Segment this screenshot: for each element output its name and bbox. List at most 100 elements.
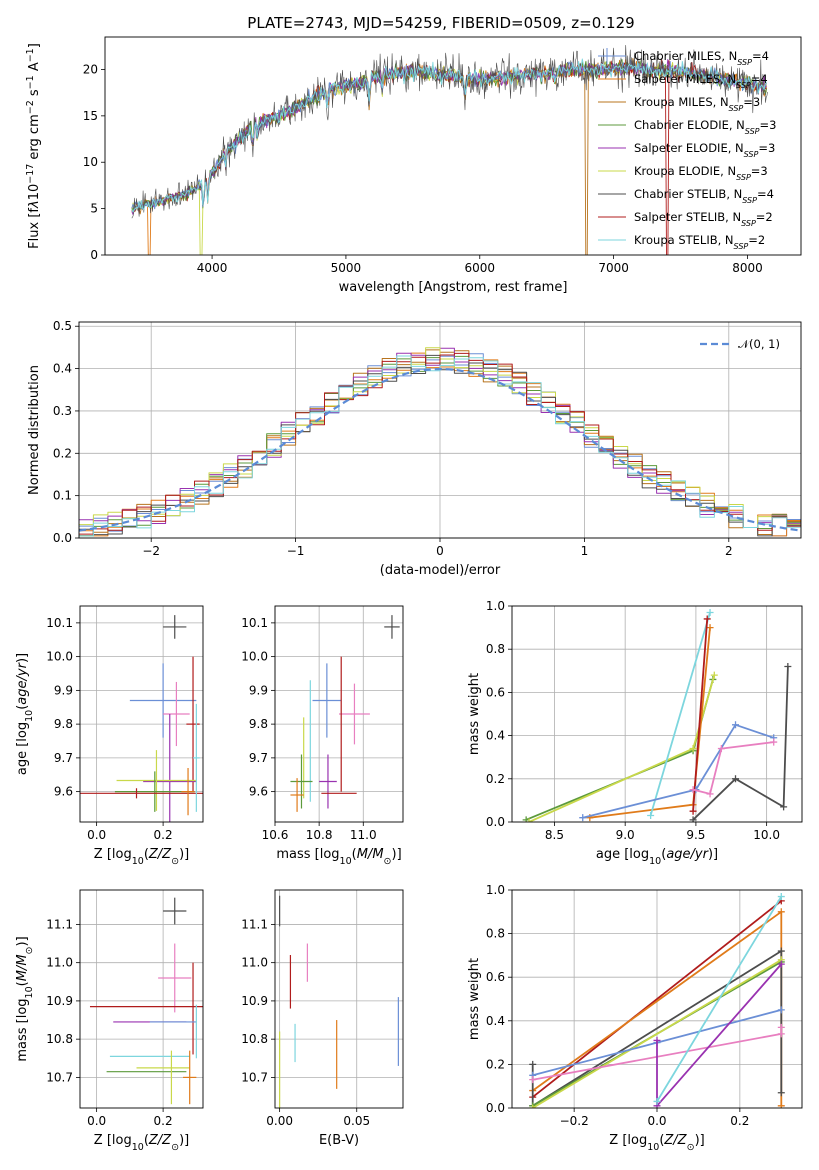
plot-area [522, 608, 792, 822]
weight-marker [784, 662, 792, 670]
y-tick-label: 15 [83, 109, 98, 123]
y-tick-label: 9.9 [54, 683, 73, 697]
legend-label: Salpeter STELIB, NSSP=2 [634, 210, 773, 228]
y-axis-label: age [log10(age/yr)] [15, 653, 35, 775]
y-tick-label: 10.0 [46, 650, 73, 664]
x-axis-label: mass [log10(M/M⊙)] [276, 847, 401, 867]
spectrum-line [131, 58, 767, 213]
y-tick-label: 10.0 [241, 650, 268, 664]
axes-frame [274, 605, 404, 823]
plot-area [131, 45, 768, 255]
y-tick-label: 0.2 [486, 1057, 505, 1071]
x-tick-label: 0 [436, 544, 444, 558]
weight-marker [717, 745, 725, 753]
plot-area [89, 897, 203, 1105]
x-axis-label: age [log10(age/yr)] [596, 847, 718, 867]
y-tick-label: 11.0 [241, 956, 268, 970]
legend-label: Salpeter ELODIE, NSSP=3 [634, 141, 775, 159]
y-tick-label: 10.7 [241, 1070, 268, 1084]
y-tick-label: 11.1 [241, 917, 268, 931]
weight-marker [703, 615, 711, 623]
plot-mass-vs-Z: 0.0 0.2 10.7 10.8 10.9 11.0 11.1 Z [log10(Z/Z⊙)… [15, 889, 204, 1153]
x-axis-label: Z [log10(Z/Z⊙)] [94, 847, 189, 867]
x-tick-label: −1 [287, 544, 305, 558]
weight-marker [689, 786, 697, 794]
weight-line [528, 674, 716, 822]
y-axis-label: mass weight [467, 958, 482, 1040]
legend-label: Chabrier MILES, NSSP=4 [634, 49, 769, 67]
normal-curve [79, 367, 799, 532]
y-tick-label: 0.8 [486, 642, 505, 656]
y-tick-label: 5 [90, 202, 98, 216]
y-tick-label: 11.0 [46, 956, 73, 970]
y-tick-label: 0.2 [486, 772, 505, 786]
weight-line [531, 950, 783, 1107]
figure-title: PLATE=2743, MJD=54259, FIBERID=0509, z=0… [247, 14, 634, 32]
weight-line [692, 618, 709, 812]
weight-marker [529, 1060, 537, 1068]
y-tick-label: 0.6 [486, 685, 505, 699]
weight-marker [689, 745, 697, 753]
x-tick-label: 6000 [464, 261, 495, 275]
y-tick-label: 0.6 [486, 970, 505, 984]
y-tick-label: 1.0 [486, 883, 505, 897]
axes-frame [79, 605, 204, 823]
y-tick-label: 0.8 [486, 927, 505, 941]
weight-marker [777, 947, 785, 955]
x-tick-label: 0.05 [343, 1114, 370, 1128]
weight-line [532, 959, 782, 1108]
x-tick-label: −0.2 [560, 1114, 589, 1128]
y-tick-label: 0.2 [53, 446, 72, 460]
y-tick-label: 10.9 [46, 994, 73, 1008]
axes-frame [104, 36, 802, 256]
y-axis-label: Flux [fλ10−17 erg cm−2 s−1 A−1] [25, 43, 43, 249]
weight-marker [689, 807, 697, 815]
x-axis-label: E(B-V) [319, 1133, 359, 1148]
weight-line [692, 666, 789, 821]
weight-line [582, 723, 774, 819]
x-tick-label: 9.0 [616, 828, 635, 842]
y-tick-label: 10.1 [46, 616, 73, 630]
weight-marker [777, 908, 785, 916]
weight-line [692, 741, 774, 795]
x-tick-label: −2 [142, 544, 160, 558]
x-tick-label: 10.8 [306, 828, 333, 842]
y-tick-label: 0.3 [53, 404, 72, 418]
plot-mass-vs-EBV: 0.00 0.05 10.7 10.8 10.9 11.0 11.1 E(B-V) [241, 889, 404, 1148]
weight-marker [777, 1030, 785, 1038]
x-axis-label: Z [log10(Z/Z⊙)] [94, 1133, 189, 1153]
weight-marker [647, 812, 655, 820]
weight-marker [732, 721, 740, 729]
y-tick-label: 10.9 [241, 994, 268, 1008]
weight-marker [525, 818, 533, 822]
x-tick-label: 11.0 [350, 828, 377, 842]
legend-label: Kroupa ELODIE, NSSP=3 [634, 164, 768, 182]
weight-marker [780, 803, 788, 811]
legend-label: Chabrier ELODIE, NSSP=3 [634, 118, 776, 136]
y-tick-label: 9.6 [249, 785, 268, 799]
weight-marker [706, 624, 714, 632]
y-tick-label: 10.1 [241, 616, 268, 630]
plot-area [290, 615, 400, 812]
y-axis-label: Normed distribution [27, 365, 42, 495]
weight-marker [777, 1006, 785, 1014]
weight-marker [777, 1023, 785, 1031]
y-tick-label: 9.8 [249, 717, 268, 731]
legend-label: Chabrier STELIB, NSSP=4 [634, 187, 774, 205]
x-tick-label: 0.2 [154, 828, 173, 842]
x-tick-label: 0.00 [266, 1114, 293, 1128]
x-tick-label: 7000 [598, 261, 629, 275]
weight-marker [529, 1076, 537, 1084]
legend-label: 𝒩(0, 1) [738, 337, 780, 351]
weight-marker [777, 960, 785, 968]
weight-marker [777, 893, 785, 901]
weight-marker [653, 1036, 661, 1044]
axes-frame [79, 889, 204, 1109]
weight-marker [777, 1089, 785, 1097]
weight-marker [689, 816, 697, 822]
axes-frame [274, 889, 404, 1109]
y-axis-label: mass [log10(M/M⊙)] [15, 936, 35, 1061]
y-tick-label: 10.8 [46, 1032, 73, 1046]
plot-spectrum: 4000 5000 6000 7000 8000 0 5 10 15 20 wavelength [… [25, 36, 802, 295]
